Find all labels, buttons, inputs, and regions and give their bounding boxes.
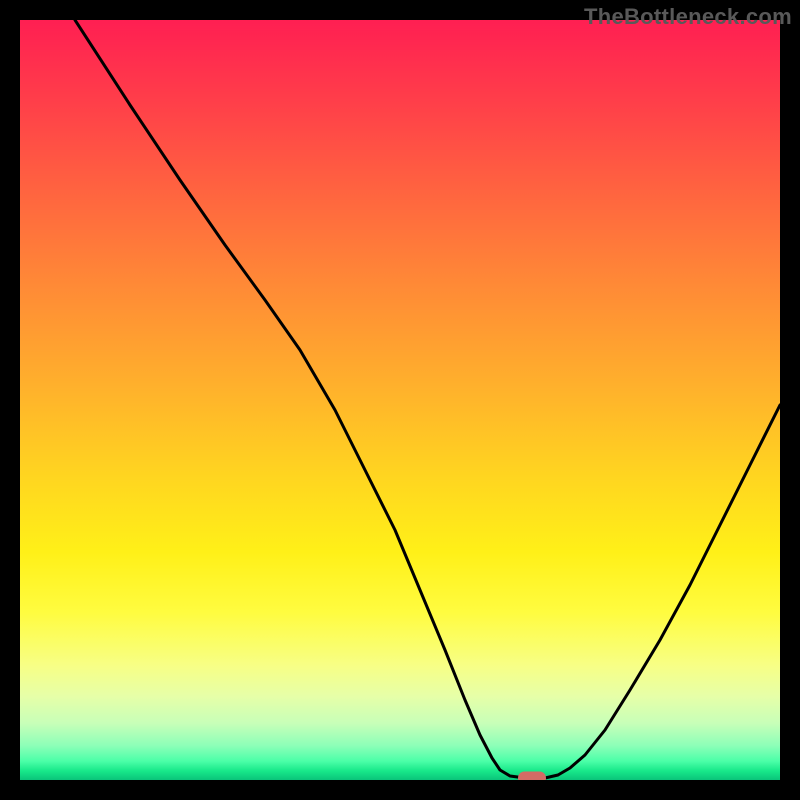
optimum-marker (518, 772, 546, 781)
gradient-background-rect (20, 20, 780, 780)
chart-svg (20, 20, 780, 780)
watermark-text: TheBottleneck.com (584, 4, 792, 30)
plot-area (20, 20, 780, 780)
